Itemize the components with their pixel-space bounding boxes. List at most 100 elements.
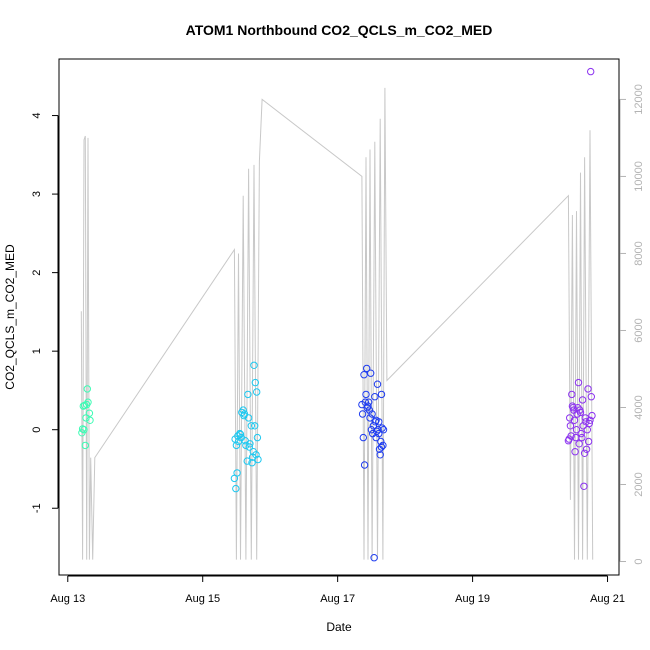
y-tick-label: 1 xyxy=(31,348,43,354)
scatter-point xyxy=(370,554,378,562)
scatter-point xyxy=(377,443,386,451)
scatter-point xyxy=(368,410,376,418)
scatter-point xyxy=(377,437,385,446)
plot-area xyxy=(78,67,596,562)
x-tick-label: Aug 19 xyxy=(455,593,490,605)
scatter-point xyxy=(578,396,587,404)
axes: Aug 13 Aug 15 Aug 17 Aug 19 Aug 21 -1 0 1 2 3 4 0 20… xyxy=(31,84,645,605)
scatter-point xyxy=(577,429,585,438)
chart-title: ATOM1 Northbound CO2_QCLS_m_CO2_MED xyxy=(186,22,493,38)
scatter-point xyxy=(251,378,260,387)
scatter-point xyxy=(568,402,577,410)
scatter-point xyxy=(568,390,576,399)
scatter-point xyxy=(373,380,382,388)
scatter-point xyxy=(86,416,94,424)
scatter-point xyxy=(371,418,380,426)
y2-tick-label: 12000 xyxy=(633,84,645,115)
scatter-point xyxy=(251,422,259,430)
scatter-point xyxy=(244,414,253,422)
y-tick-label: 2 xyxy=(31,270,43,276)
scatter-point xyxy=(582,418,590,426)
scatter-point xyxy=(366,414,374,422)
secondary-series-line xyxy=(80,87,594,560)
x-axis-label: Date xyxy=(326,620,352,634)
scatter-point xyxy=(575,440,583,448)
scatter-point xyxy=(244,390,252,399)
y-axis-label: CO2_QCLS_m_CO2_MED xyxy=(3,244,17,390)
scatter-point xyxy=(232,441,241,450)
scatter-point xyxy=(371,393,379,401)
scatter-point xyxy=(572,426,581,434)
scatter-point xyxy=(252,451,260,459)
scatter-point xyxy=(378,424,386,432)
scatter-point xyxy=(580,449,589,457)
y-tick-label: 3 xyxy=(31,191,43,197)
scatter-point xyxy=(242,441,250,450)
scatter-point xyxy=(376,451,384,459)
scatter-point xyxy=(375,418,383,426)
y2-tick-label: 10000 xyxy=(633,161,645,192)
scatter-point xyxy=(574,378,583,387)
scatter-point xyxy=(254,455,262,464)
scatter-point xyxy=(360,371,368,379)
scatter-point xyxy=(566,414,574,422)
scatter-point xyxy=(564,437,573,445)
y-tick-label: 0 xyxy=(31,427,43,433)
scatter-point xyxy=(582,445,591,453)
scatter-point xyxy=(359,433,367,442)
scatter-point xyxy=(379,426,388,434)
scatter-point xyxy=(362,390,370,399)
y2-tick-label: 4000 xyxy=(633,395,645,419)
scatter-point xyxy=(588,411,596,420)
scatter-point xyxy=(587,393,595,401)
x-tick-label: Aug 21 xyxy=(590,593,625,605)
scatter-point xyxy=(374,426,382,434)
scatter-point xyxy=(358,410,367,418)
scatter-point xyxy=(247,422,256,430)
scatter-point xyxy=(363,364,371,373)
y2-tick-label: 2000 xyxy=(633,472,645,496)
scatter-point xyxy=(365,398,373,406)
scatter-point xyxy=(377,390,386,399)
y-tick-label: 4 xyxy=(31,112,43,118)
scatter-point xyxy=(245,443,254,451)
scatter-point xyxy=(576,408,585,417)
scatter-point xyxy=(81,441,90,450)
scatter-point xyxy=(78,425,87,433)
scatter-point xyxy=(240,411,248,420)
scatter-point xyxy=(83,400,91,409)
x-tick-label: Aug 15 xyxy=(185,593,220,605)
scatter-point xyxy=(82,414,90,422)
scatter-point xyxy=(233,469,241,477)
scatter-point xyxy=(584,437,593,446)
scatter-point xyxy=(583,426,591,434)
scatter-point xyxy=(80,426,88,434)
scatter-point xyxy=(571,448,579,456)
y-tick-label: -1 xyxy=(31,503,43,513)
scatter-point xyxy=(250,361,258,369)
scatter-point xyxy=(253,433,262,442)
scatter-point xyxy=(372,433,380,442)
y2-tick-label: 6000 xyxy=(633,318,645,342)
scatter-point xyxy=(83,385,92,393)
scatter-point xyxy=(584,385,592,393)
scatter-point xyxy=(358,400,366,409)
y2-tick-label: 8000 xyxy=(633,241,645,265)
scatter-point xyxy=(360,461,369,469)
scatter-point xyxy=(79,402,88,410)
scatter-point xyxy=(236,430,245,439)
scatter-point xyxy=(85,409,94,417)
scatter-point xyxy=(367,369,375,377)
scatter-point xyxy=(570,406,578,414)
scatter-point xyxy=(236,429,244,438)
scatter-point xyxy=(587,67,595,76)
plot-frame xyxy=(58,58,620,576)
scatter-point xyxy=(363,404,371,412)
scatter-point xyxy=(375,445,384,453)
scatter-point xyxy=(586,416,594,424)
scatter-point xyxy=(566,422,575,430)
y2-tick-label: 0 xyxy=(633,558,645,564)
x-tick-label: Aug 17 xyxy=(320,593,355,605)
scatter-point xyxy=(248,459,256,467)
